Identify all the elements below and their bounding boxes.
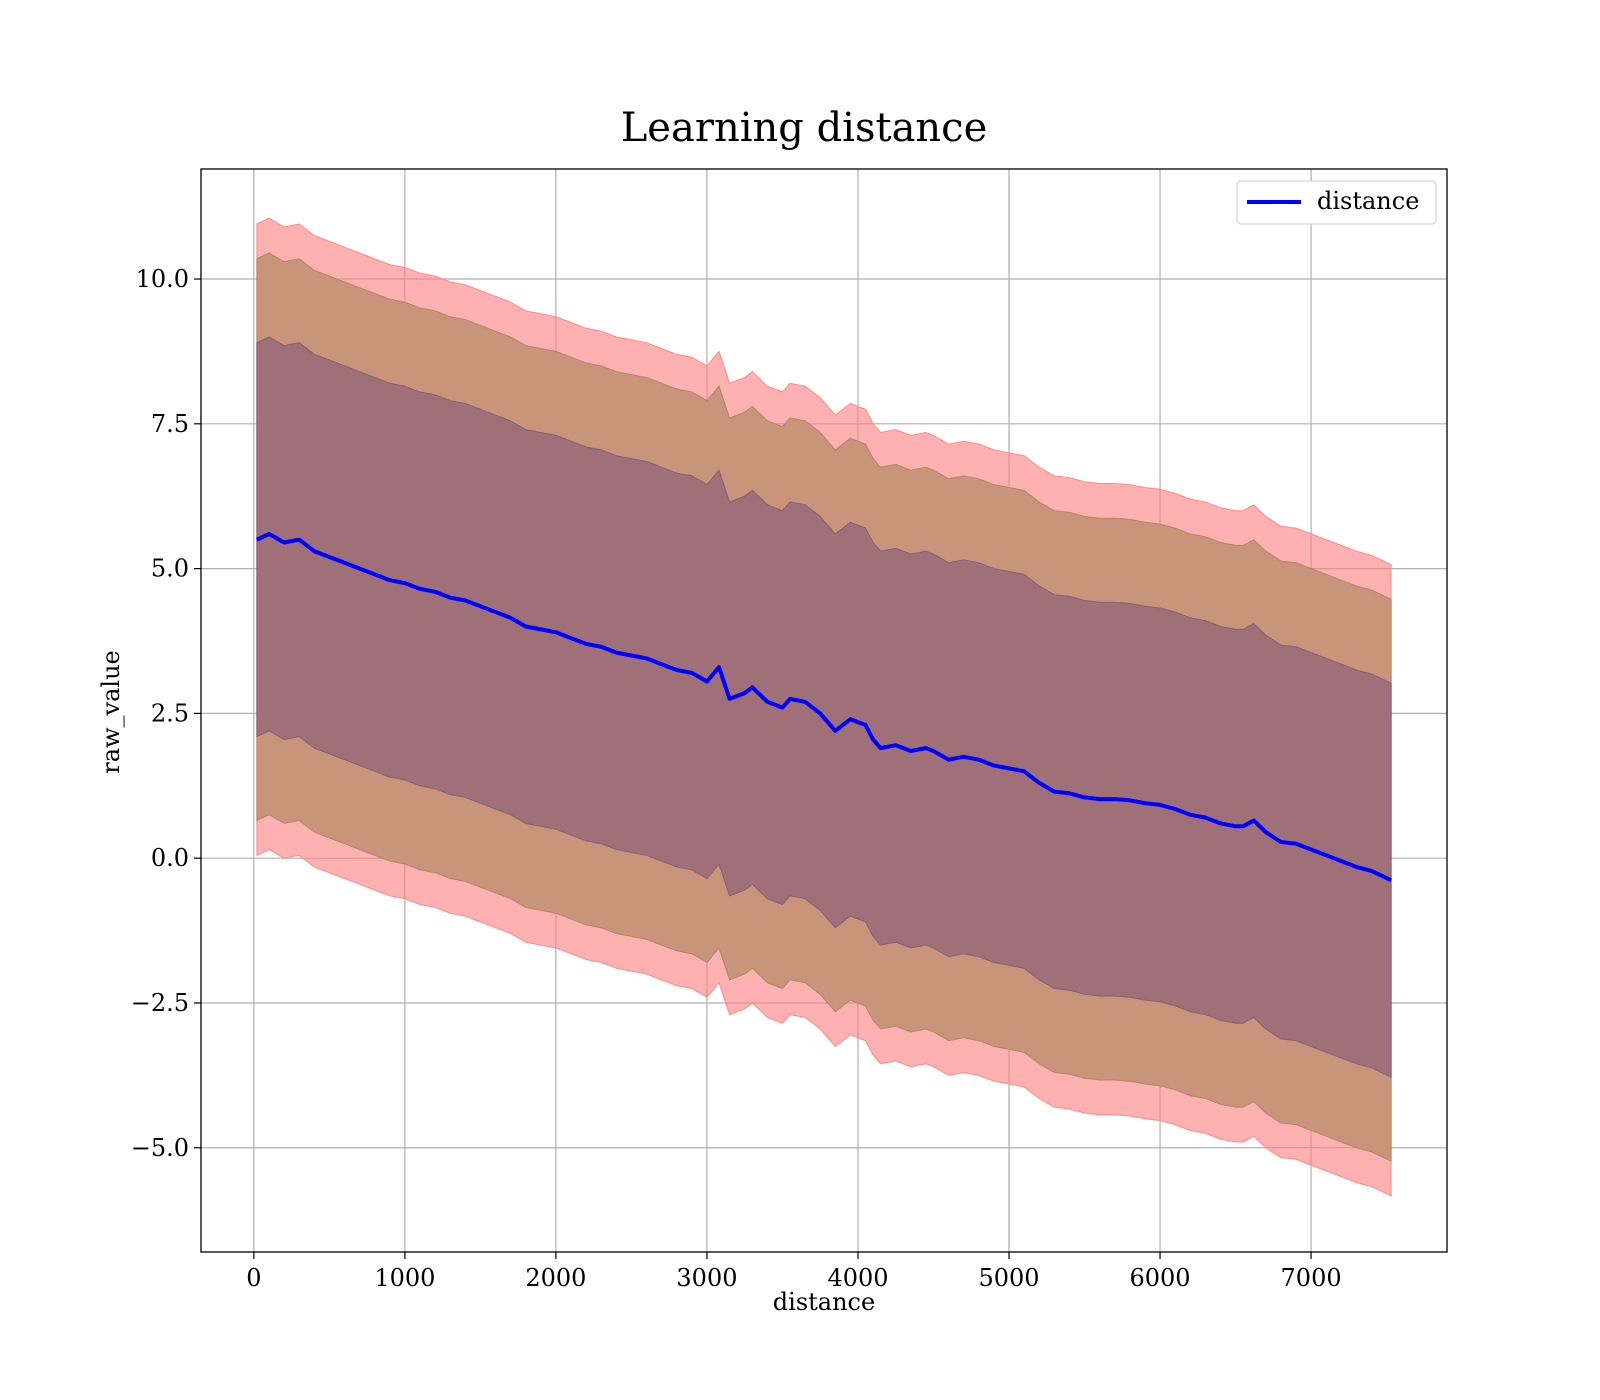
- x-tick-label: 2000: [525, 1264, 586, 1292]
- x-tick-label: 6000: [1130, 1264, 1191, 1292]
- x-tick-label: 5000: [978, 1264, 1039, 1292]
- y-tick-label: −2.5: [131, 989, 189, 1017]
- series-lines: [256, 531, 1392, 883]
- y-tick-label: 7.5: [151, 410, 189, 438]
- legend-entry-distance: distance: [1317, 187, 1419, 215]
- x-tick-label: 0: [246, 1264, 261, 1292]
- y-tick-label: 10.0: [136, 265, 189, 293]
- y-tick-label: 0.0: [151, 844, 189, 872]
- legend-box: [1236, 180, 1437, 225]
- x-tick-label: 3000: [676, 1264, 737, 1292]
- y-tick-label: 5.0: [151, 555, 189, 583]
- legend: distance: [1236, 180, 1437, 225]
- x-tick-label: 7000: [1281, 1264, 1342, 1292]
- x-tick-label: 4000: [827, 1264, 888, 1292]
- x-axis-label: distance: [773, 1288, 875, 1316]
- x-axis-ticks: 0 1000 2000 3000 4000 5000 6000 7000: [246, 1252, 1342, 1292]
- confidence-bands: [256, 217, 1392, 1197]
- series-line-distance: [256, 531, 1392, 883]
- y-axis-label: raw_value: [97, 650, 125, 774]
- y-tick-label: 2.5: [151, 699, 189, 727]
- chart-title: Learning distance: [621, 105, 988, 151]
- inner-band: [256, 336, 1392, 1078]
- y-tick-label: −5.0: [131, 1134, 189, 1162]
- x-tick-label: 1000: [374, 1264, 435, 1292]
- y-axis-ticks: −5.0 −2.5 0.0 2.5 5.0 7.5 10.0: [131, 265, 201, 1162]
- plot-frame: [200, 168, 1448, 1253]
